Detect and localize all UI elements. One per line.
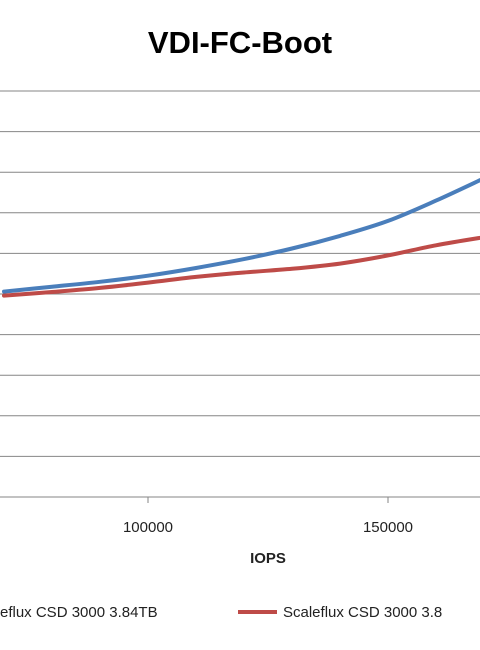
legend-label-1: eflux CSD 3000 3.84TB xyxy=(0,604,158,621)
x-tick-label: 150000 xyxy=(363,519,413,536)
x-tick-labels: 100000 150000 xyxy=(123,497,413,536)
series-lines xyxy=(2,177,480,298)
chart-title: VDI-FC-Boot xyxy=(148,25,332,60)
x-axis-title: IOPS xyxy=(250,550,286,567)
series-line-2 xyxy=(2,235,480,298)
x-tick-label: 100000 xyxy=(123,519,173,536)
legend: eflux CSD 3000 3.84TB Scaleflux CSD 3000 … xyxy=(0,604,442,621)
legend-label-2: Scaleflux CSD 3000 3.8 xyxy=(283,604,442,621)
gridlines xyxy=(0,90,480,457)
series-line-1 xyxy=(2,177,480,294)
